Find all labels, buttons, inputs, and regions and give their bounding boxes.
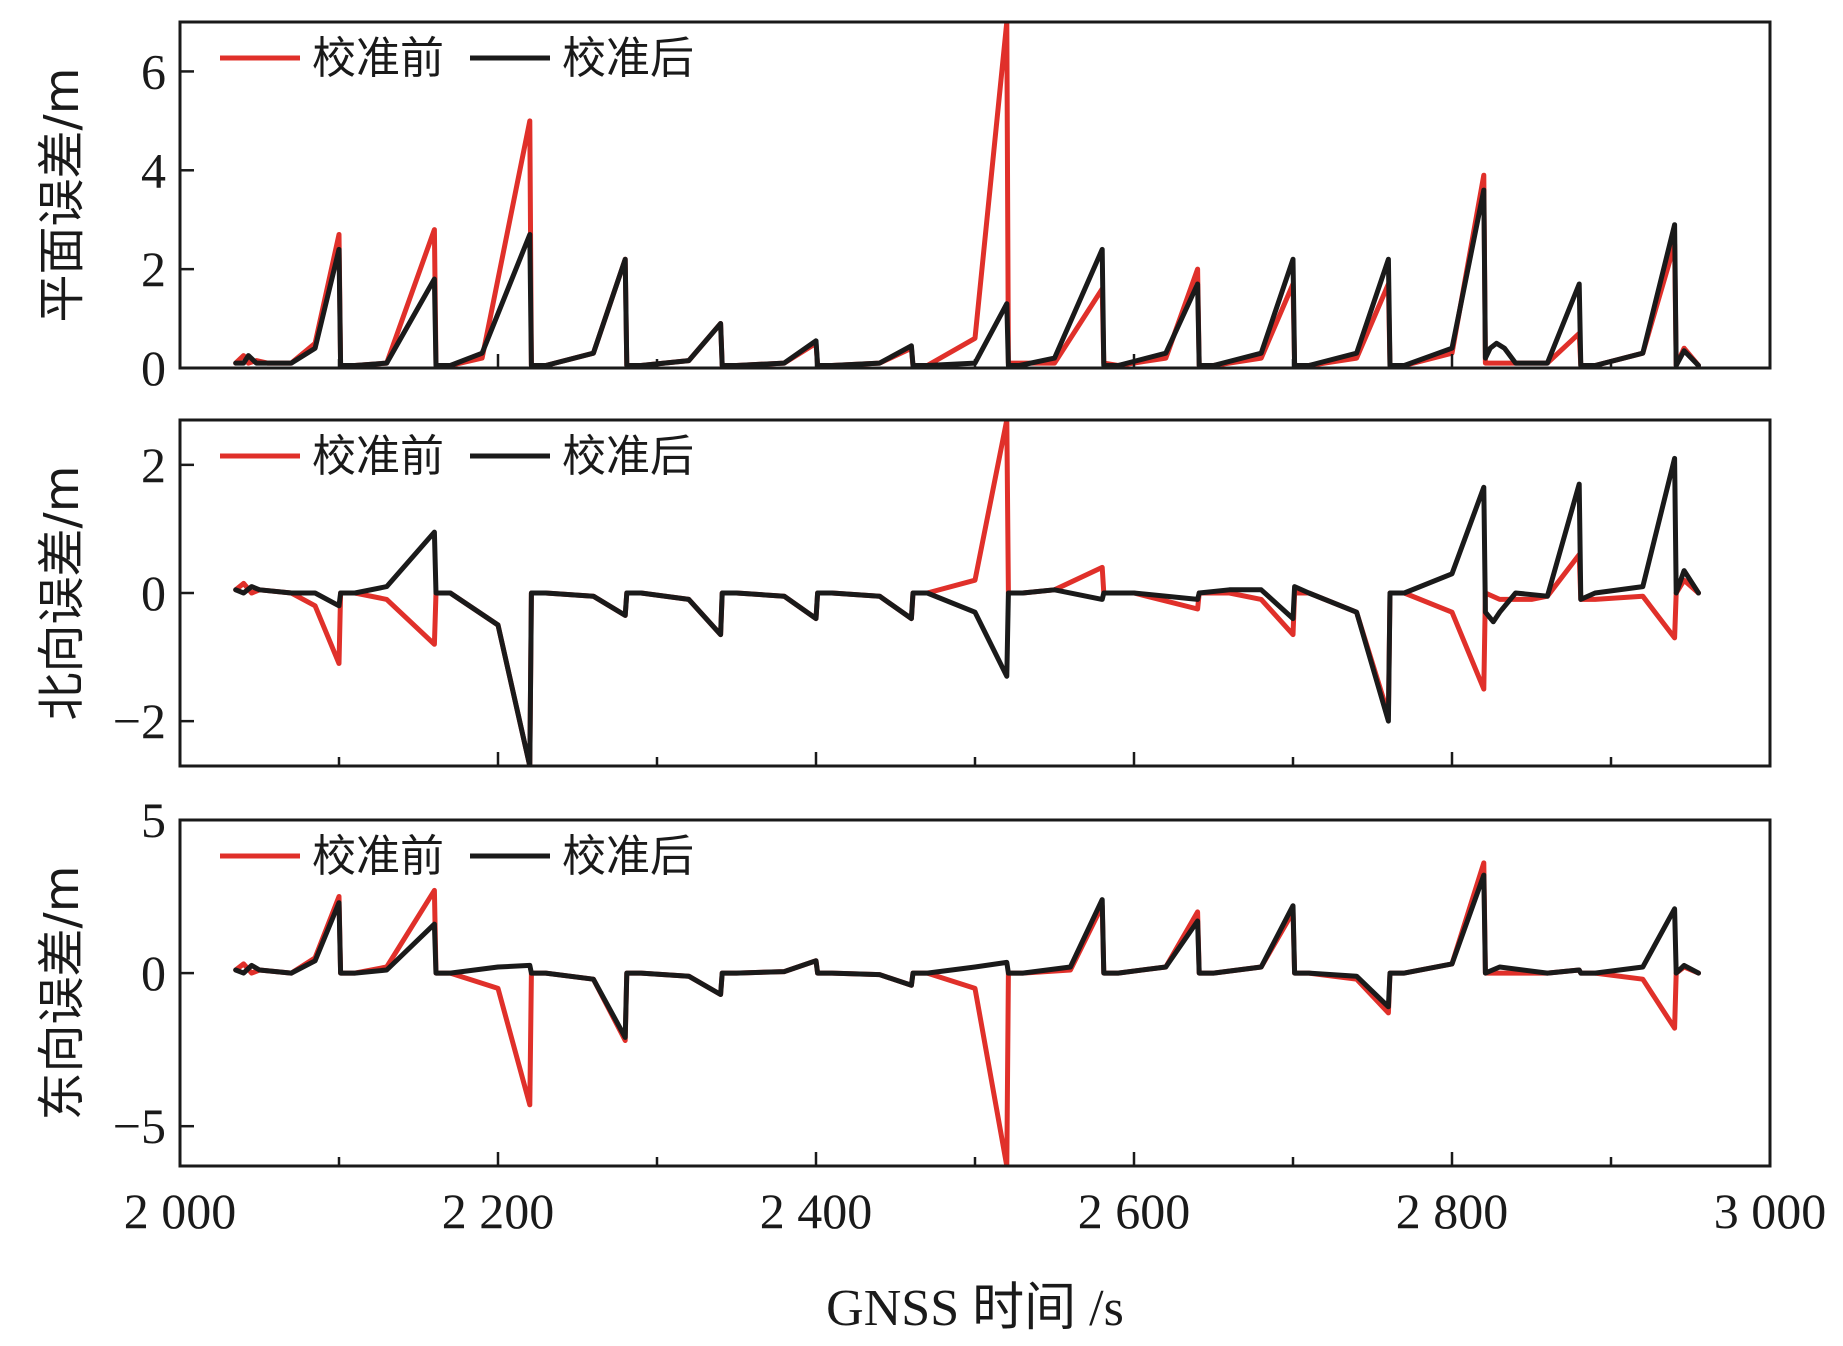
y-tick-label: 0 bbox=[141, 340, 166, 396]
legend-label: 校准后 bbox=[562, 431, 694, 482]
y-tick-label: 2 bbox=[141, 241, 166, 297]
x-tick-label: 2 000 bbox=[124, 1183, 237, 1239]
y-tick-label: 6 bbox=[141, 43, 166, 99]
y-tick-label: 0 bbox=[141, 945, 166, 1001]
y-axis-label: 平面误差/m bbox=[34, 68, 90, 323]
y-axis-label: 东向误差/m bbox=[34, 866, 90, 1121]
y-tick-label: −5 bbox=[113, 1098, 166, 1154]
legend-label: 校准后 bbox=[562, 831, 694, 882]
series-line-before-plane bbox=[233, 22, 1701, 368]
x-tick-label: 3 000 bbox=[1714, 1183, 1827, 1239]
x-axis-label: GNSS 时间 /s bbox=[826, 1280, 1124, 1337]
y-tick-label: 0 bbox=[141, 565, 166, 621]
x-tick-label: 2 800 bbox=[1396, 1183, 1509, 1239]
series-line-after-east bbox=[233, 872, 1701, 1040]
y-tick-label: −2 bbox=[113, 693, 166, 749]
series-line-after-north bbox=[233, 455, 1701, 766]
y-tick-label: 4 bbox=[141, 142, 166, 198]
y-tick-label: 5 bbox=[141, 792, 166, 848]
series-line-before-east bbox=[233, 860, 1701, 1166]
series-line-after-plane bbox=[233, 187, 1701, 368]
panel-east: −5 0 5 2 000 2 200 2 400 2 600 2 800 3 000 东向误差/m… bbox=[34, 792, 1826, 1239]
legend: 校准前 校准后 bbox=[220, 831, 694, 882]
x-tick-label: 2 400 bbox=[760, 1183, 873, 1239]
panel-north: −2 0 2 北向误差/m 校准前 校准后 bbox=[34, 418, 1772, 768]
legend-label: 校准前 bbox=[312, 431, 444, 482]
legend-label: 校准前 bbox=[312, 831, 444, 882]
y-tick-label: 2 bbox=[141, 437, 166, 493]
legend: 校准前 校准后 bbox=[220, 33, 694, 84]
legend: 校准前 校准后 bbox=[220, 431, 694, 482]
panel-plane: 0 2 4 6 平面误差/m 校准前 校准后 bbox=[34, 20, 1772, 396]
y-axis-label: 北向误差/m bbox=[34, 466, 90, 721]
x-tick-label: 2 200 bbox=[442, 1183, 555, 1239]
legend-label: 校准前 bbox=[312, 33, 444, 84]
legend-label: 校准后 bbox=[562, 33, 694, 84]
x-tick-label: 2 600 bbox=[1078, 1183, 1191, 1239]
series-line-before-north bbox=[233, 420, 1701, 766]
